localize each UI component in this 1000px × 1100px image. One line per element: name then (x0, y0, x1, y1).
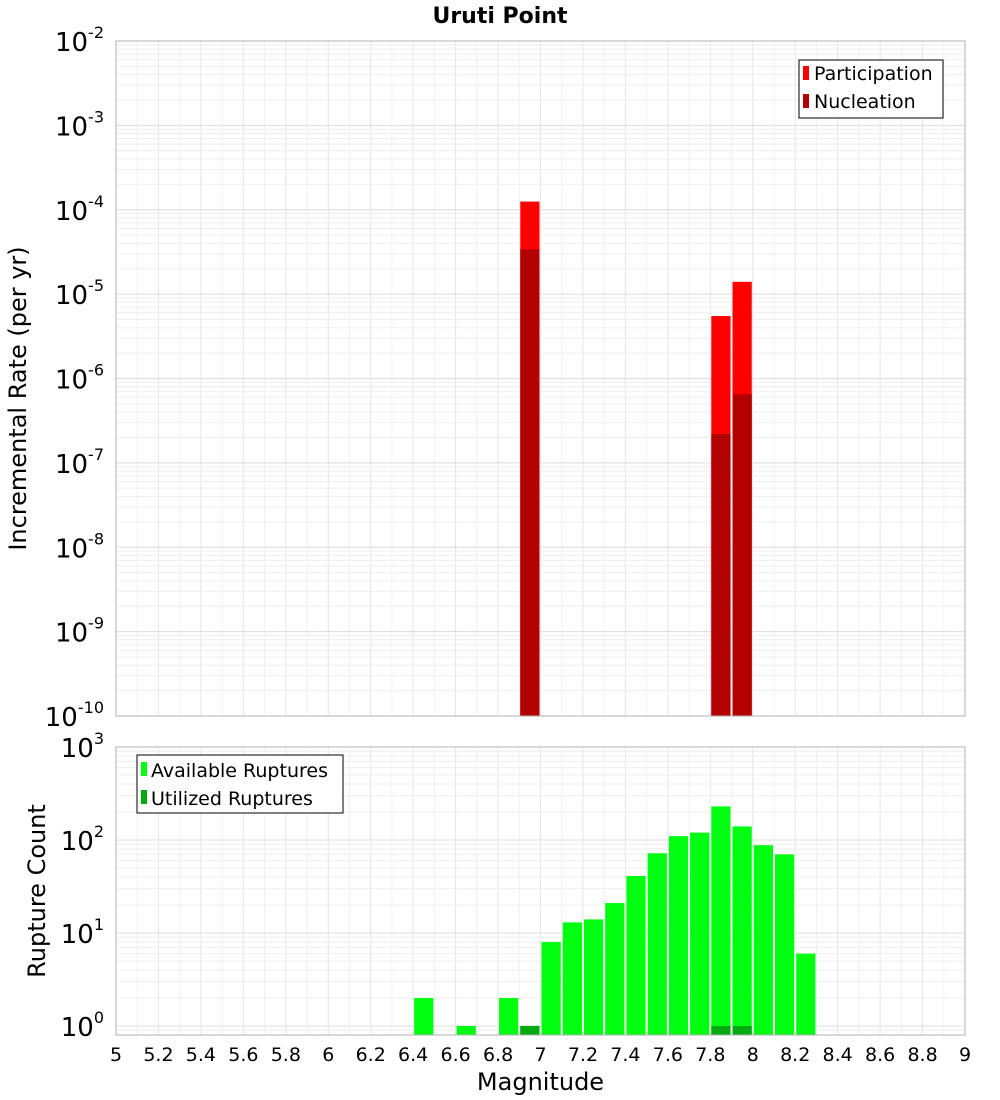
x-tick-label: 5.8 (271, 1044, 301, 1066)
utilized-ruptures-legend-label: Utilized Ruptures (151, 788, 313, 810)
count-legend-box (136, 754, 344, 814)
rate-y-tick-label: 10-10 (45, 698, 104, 733)
rate-y-axis-label: Incremental Rate (per yr) (4, 246, 32, 550)
rate-y-tick-label: 10-6 (55, 361, 104, 396)
count-y-tick-label: 103 (61, 729, 104, 764)
utilized-ruptures-bar (520, 1025, 540, 1035)
rate-legend-box (798, 59, 944, 119)
rate-y-tick-label: 10-9 (55, 614, 104, 649)
rate-grid (115, 40, 966, 717)
x-tick-label: 9 (959, 1044, 971, 1066)
nucleation-legend-label: Nucleation (814, 91, 916, 113)
x-tick-label: 7.6 (653, 1044, 683, 1066)
rate-y-ticks: 10-10 10-9 10-8 10-7 10-6 10-5 10-4 10-3 10-2 (45, 23, 104, 733)
available-ruptures-bar (711, 806, 731, 1035)
count-y-tick-label: 102 (61, 822, 104, 857)
rate-y-tick-label: 10-8 (55, 529, 104, 564)
x-tick-label: 7.2 (568, 1044, 598, 1066)
x-tick-label: 8.6 (865, 1044, 895, 1066)
count-panel: 100 101 102 103 5 5.2 5.4 5.6 5.8 6 6.2 6.4 6.6 6.8 7… (23, 729, 971, 1096)
count-plot-frame (115, 746, 966, 1036)
rate-legend: Participation Nucleation (798, 59, 944, 119)
rate-panel: 10-10 10-9 10-8 10-7 10-6 10-5 10-4 10-3 10-2 In… (4, 23, 966, 733)
x-tick-label: 7.8 (695, 1044, 725, 1066)
count-grid (115, 746, 966, 1036)
x-tick-label: 8.2 (780, 1044, 810, 1066)
count-y-tick-label: 100 (61, 1008, 104, 1043)
available-ruptures-bar (605, 903, 625, 1035)
available-ruptures-bar (626, 876, 646, 1035)
utilized-ruptures-legend-swatch (141, 790, 147, 804)
nucleation-legend-swatch (803, 94, 809, 108)
x-tick-label: 6.2 (356, 1044, 386, 1066)
participation-legend-label: Participation (814, 63, 933, 85)
x-tick-label: 5.2 (143, 1044, 173, 1066)
x-tick-label: 5.4 (186, 1044, 216, 1066)
count-y-tick-label: 101 (61, 915, 104, 950)
x-tick-label: 6.4 (398, 1044, 428, 1066)
magnitude-x-axis-label: Magnitude (477, 1068, 604, 1096)
x-tick-label: 6.8 (483, 1044, 513, 1066)
available-ruptures-bar (541, 942, 561, 1035)
utilized-ruptures-bar (732, 1025, 752, 1035)
available-ruptures-bar (456, 1025, 476, 1035)
available-ruptures-bar (753, 845, 773, 1035)
x-tick-label: 6 (322, 1044, 334, 1066)
rate-bars (520, 201, 752, 716)
rate-y-tick-label: 10-4 (55, 192, 104, 227)
available-ruptures-bar (774, 854, 795, 1035)
x-tick-label: 5.6 (228, 1044, 258, 1066)
available-ruptures-bar (690, 832, 710, 1035)
available-ruptures-bar (796, 953, 816, 1035)
x-tick-label: 8.4 (823, 1044, 853, 1066)
rate-plot-frame (115, 40, 966, 717)
available-ruptures-bar (668, 836, 689, 1035)
chart-title: Uruti Point (432, 4, 568, 29)
available-ruptures-bar (647, 853, 667, 1035)
x-tick-label: 7.4 (610, 1044, 640, 1066)
rate-y-tick-label: 10-7 (55, 445, 104, 480)
count-y-ticks: 100 101 102 103 (61, 729, 104, 1043)
available-ruptures-bar (583, 919, 604, 1035)
nucleation-bar (711, 433, 731, 716)
nucleation-bar (520, 249, 540, 716)
count-bars (414, 806, 816, 1035)
x-tick-label: 7 (534, 1044, 546, 1066)
x-tick-label: 8.8 (907, 1044, 937, 1066)
available-ruptures-bar (562, 922, 582, 1035)
available-ruptures-legend-label: Available Ruptures (151, 760, 328, 782)
rate-y-tick-label: 10-3 (55, 107, 104, 142)
nucleation-bar (732, 394, 752, 716)
utilized-ruptures-bar (711, 1025, 731, 1035)
x-tick-label: 8 (747, 1044, 759, 1066)
rate-y-tick-label: 10-2 (55, 23, 104, 58)
count-legend: Available Ruptures Utilized Ruptures (136, 754, 344, 814)
rate-y-tick-label: 10-5 (55, 276, 104, 311)
available-ruptures-bar (732, 826, 752, 1035)
available-ruptures-bar (414, 997, 434, 1035)
available-ruptures-legend-swatch (141, 762, 147, 776)
participation-legend-swatch (803, 66, 809, 80)
magnitude-x-ticks: 5 5.2 5.4 5.6 5.8 6 6.2 6.4 6.6 6.8 7 7.2 7.4 7.6 7.8 8… (110, 1044, 971, 1066)
x-tick-label: 6.6 (440, 1044, 470, 1066)
count-y-axis-label: Rupture Count (23, 804, 51, 978)
x-tick-label: 5 (110, 1044, 122, 1066)
available-ruptures-bar (499, 997, 519, 1035)
